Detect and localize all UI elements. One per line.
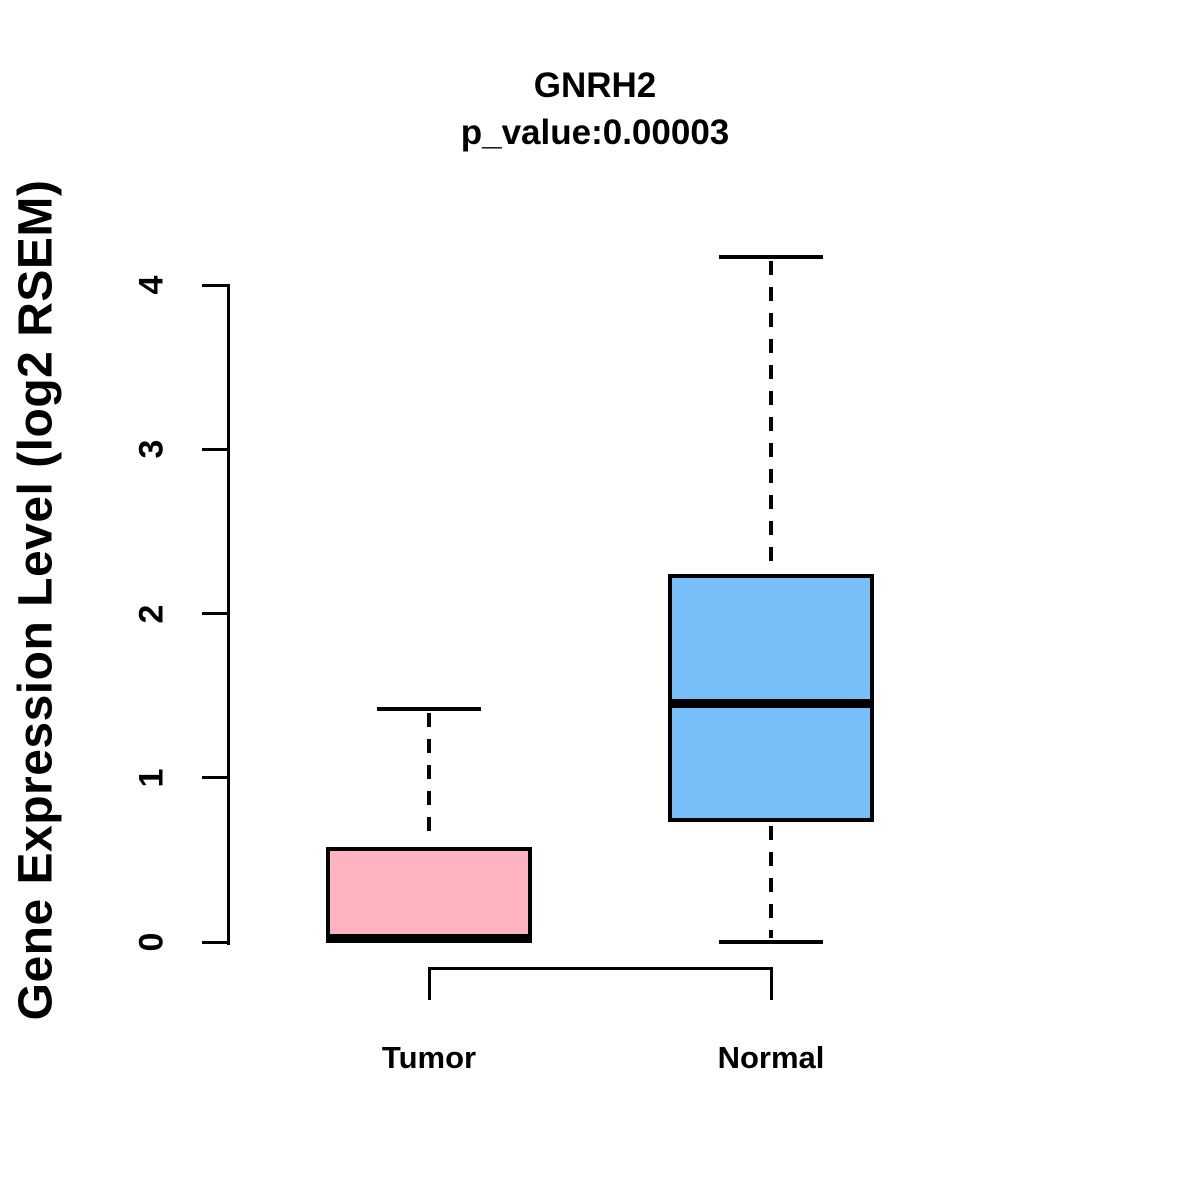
- y-axis-label: Gene Expression Level (log2 RSEM): [9, 179, 63, 1021]
- chart-subtitle: p_value:0.00003: [460, 113, 730, 152]
- whisker-line-lower: [769, 826, 773, 938]
- y-axis-tick-label: 0: [132, 932, 171, 952]
- chart-title: GNRH2: [533, 66, 657, 105]
- y-axis-tick-label: 1: [132, 768, 171, 788]
- y-axis-tick: [202, 776, 230, 780]
- y-axis-tick-label: 4: [132, 275, 171, 295]
- bracket-right-leg: [769, 967, 773, 1000]
- x-category-label-tumor: Tumor: [381, 1040, 477, 1075]
- y-axis-tick-label: 2: [132, 604, 171, 623]
- x-category-label-normal: Normal: [717, 1040, 825, 1075]
- box-tumor: [326, 846, 532, 939]
- y-axis-line: [227, 285, 230, 945]
- whisker-cap-upper: [719, 255, 823, 260]
- box-normal: [668, 574, 874, 823]
- whisker-line-upper: [427, 712, 431, 843]
- bracket-left-leg: [427, 967, 431, 1000]
- median-line: [326, 934, 532, 944]
- median-line: [668, 699, 874, 709]
- bracket-line: [427, 967, 773, 970]
- whisker-cap-upper: [377, 706, 481, 711]
- y-axis-tick-label: 3: [132, 439, 171, 459]
- whisker-line-upper: [769, 261, 773, 571]
- y-axis-tick: [202, 940, 230, 944]
- y-axis-tick: [202, 612, 230, 615]
- whisker-cap-lower: [719, 940, 823, 944]
- y-axis-tick: [202, 283, 230, 287]
- y-axis-tick: [202, 447, 230, 451]
